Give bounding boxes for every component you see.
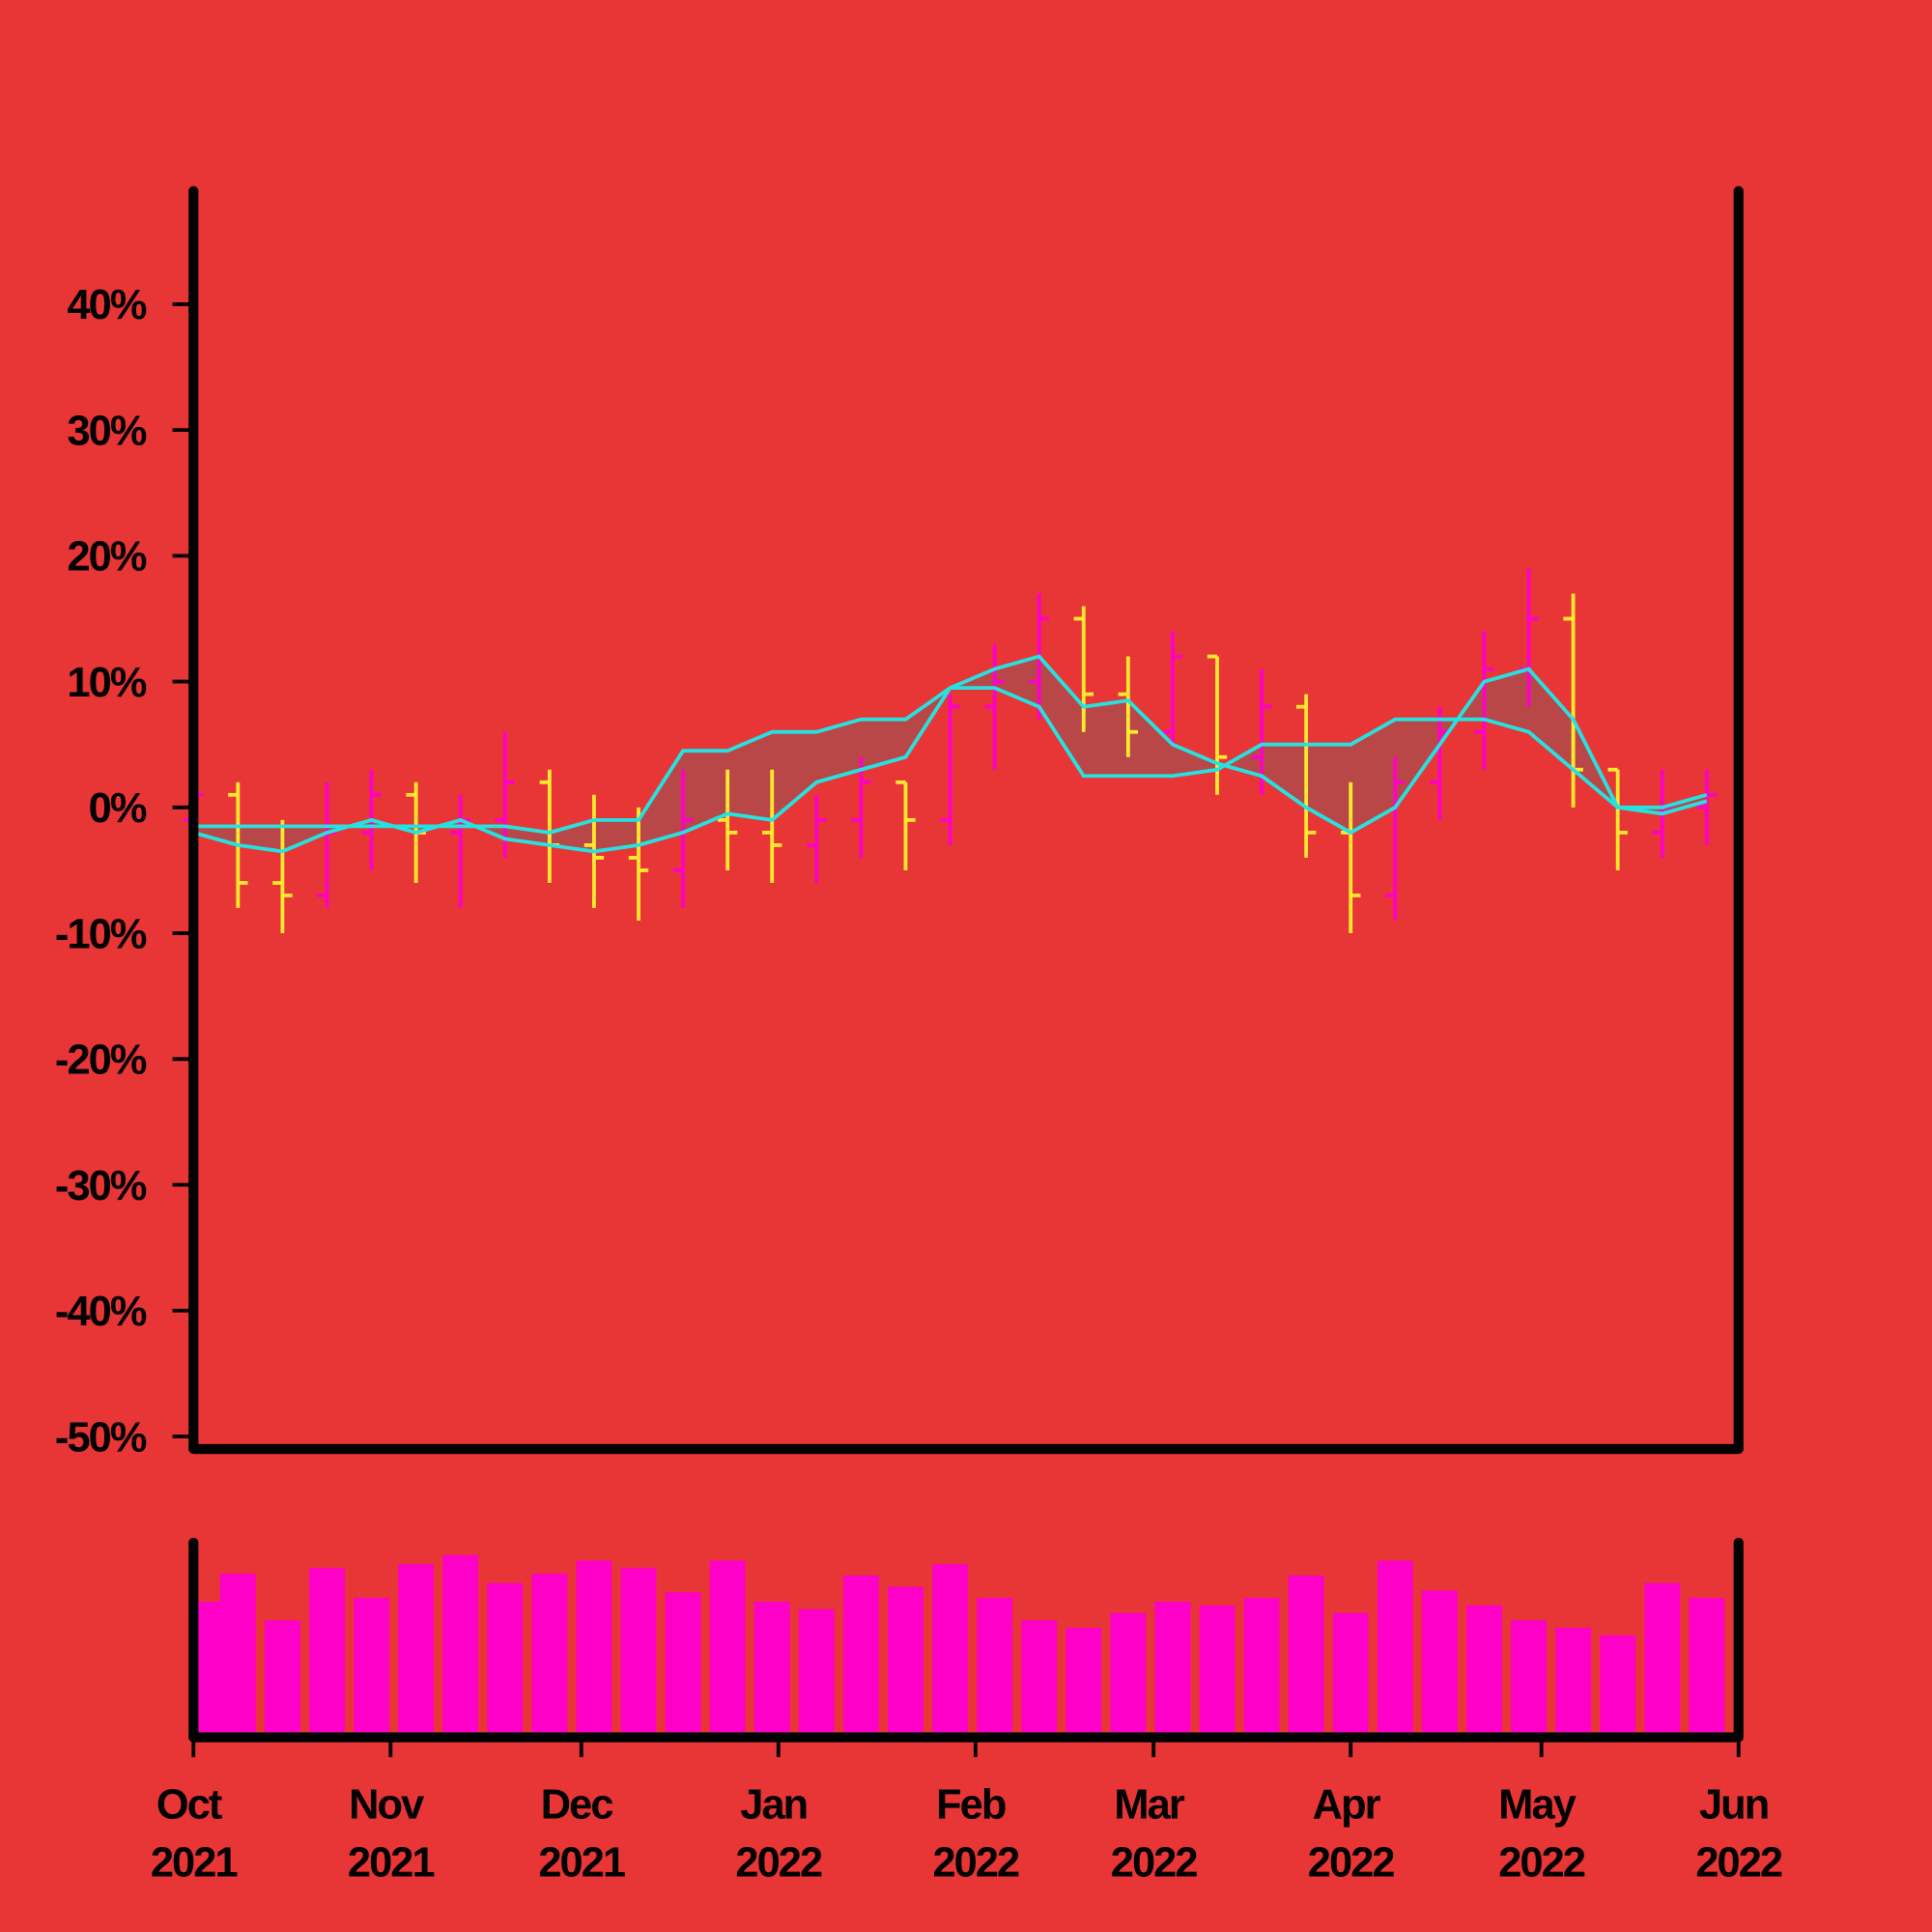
volume-bar — [1466, 1605, 1502, 1733]
y-tick-label: 30% — [67, 408, 146, 454]
volume-bar — [709, 1560, 746, 1733]
volume-bar — [665, 1592, 701, 1733]
y-tick-label: -50% — [55, 1414, 147, 1461]
volume-frame — [188, 1537, 1744, 1743]
price-frame — [188, 185, 1744, 1455]
cloud — [193, 656, 1707, 852]
volume-bar — [1021, 1620, 1058, 1733]
axes-frame — [188, 185, 1744, 1743]
plot-area — [184, 568, 1725, 1733]
volume-bar — [1199, 1605, 1236, 1733]
x-tick-label: Dec 2021 — [538, 1782, 625, 1887]
volume-bar — [1377, 1560, 1413, 1733]
volume-bar — [1243, 1598, 1280, 1733]
volume-bar — [977, 1598, 1013, 1733]
y-tick-label: -30% — [55, 1163, 147, 1209]
volume-bar — [798, 1608, 835, 1733]
y-tick-label: -20% — [55, 1037, 147, 1084]
x-tick-label: May 2022 — [1498, 1782, 1585, 1887]
volume-bar — [620, 1568, 657, 1733]
volume-bar — [842, 1575, 879, 1733]
volume-bar — [932, 1564, 968, 1733]
x-tick-label: Apr 2022 — [1308, 1782, 1395, 1887]
volume-bar — [1689, 1598, 1725, 1733]
x-tick-label: Mar 2022 — [1111, 1782, 1198, 1887]
volume-bar — [1288, 1575, 1324, 1733]
volume-bar — [1644, 1582, 1681, 1733]
volume-bar — [531, 1574, 568, 1733]
volume-bar — [264, 1620, 300, 1733]
volume-bar — [309, 1568, 345, 1733]
volume-bar — [219, 1574, 256, 1733]
volume-bar — [442, 1554, 479, 1733]
y-tick-label: 40% — [67, 282, 146, 328]
y-tick-label: -10% — [55, 911, 147, 957]
volume-bar — [888, 1586, 923, 1733]
y-tick-label: -40% — [55, 1289, 147, 1335]
volume-bar — [753, 1602, 790, 1733]
volume-bar — [1600, 1634, 1636, 1733]
x-tick-label: Jan 2022 — [735, 1782, 822, 1887]
x-tick-label: Nov 2021 — [348, 1782, 435, 1887]
volume-bar — [487, 1582, 524, 1733]
y-tick-label: 0% — [89, 785, 147, 832]
volume-bar — [1421, 1590, 1458, 1733]
volume-bar — [354, 1598, 389, 1733]
volume-bar — [1154, 1602, 1191, 1733]
volume-bar — [1555, 1628, 1592, 1733]
volume-bar — [1511, 1620, 1547, 1733]
volume-bar — [1065, 1628, 1102, 1733]
x-tick-label: Feb 2022 — [932, 1782, 1019, 1887]
y-tick-label: 20% — [67, 534, 146, 581]
indicator-line — [192, 654, 1708, 854]
volume-bar — [1110, 1612, 1147, 1733]
volume-bar — [1332, 1612, 1369, 1733]
y-tick-label: 10% — [67, 660, 146, 706]
volume-bar — [398, 1564, 435, 1733]
x-tick-label: Oct 2021 — [151, 1782, 238, 1887]
volume-bar — [576, 1560, 612, 1733]
x-tick-label: Jun 2022 — [1695, 1782, 1782, 1887]
